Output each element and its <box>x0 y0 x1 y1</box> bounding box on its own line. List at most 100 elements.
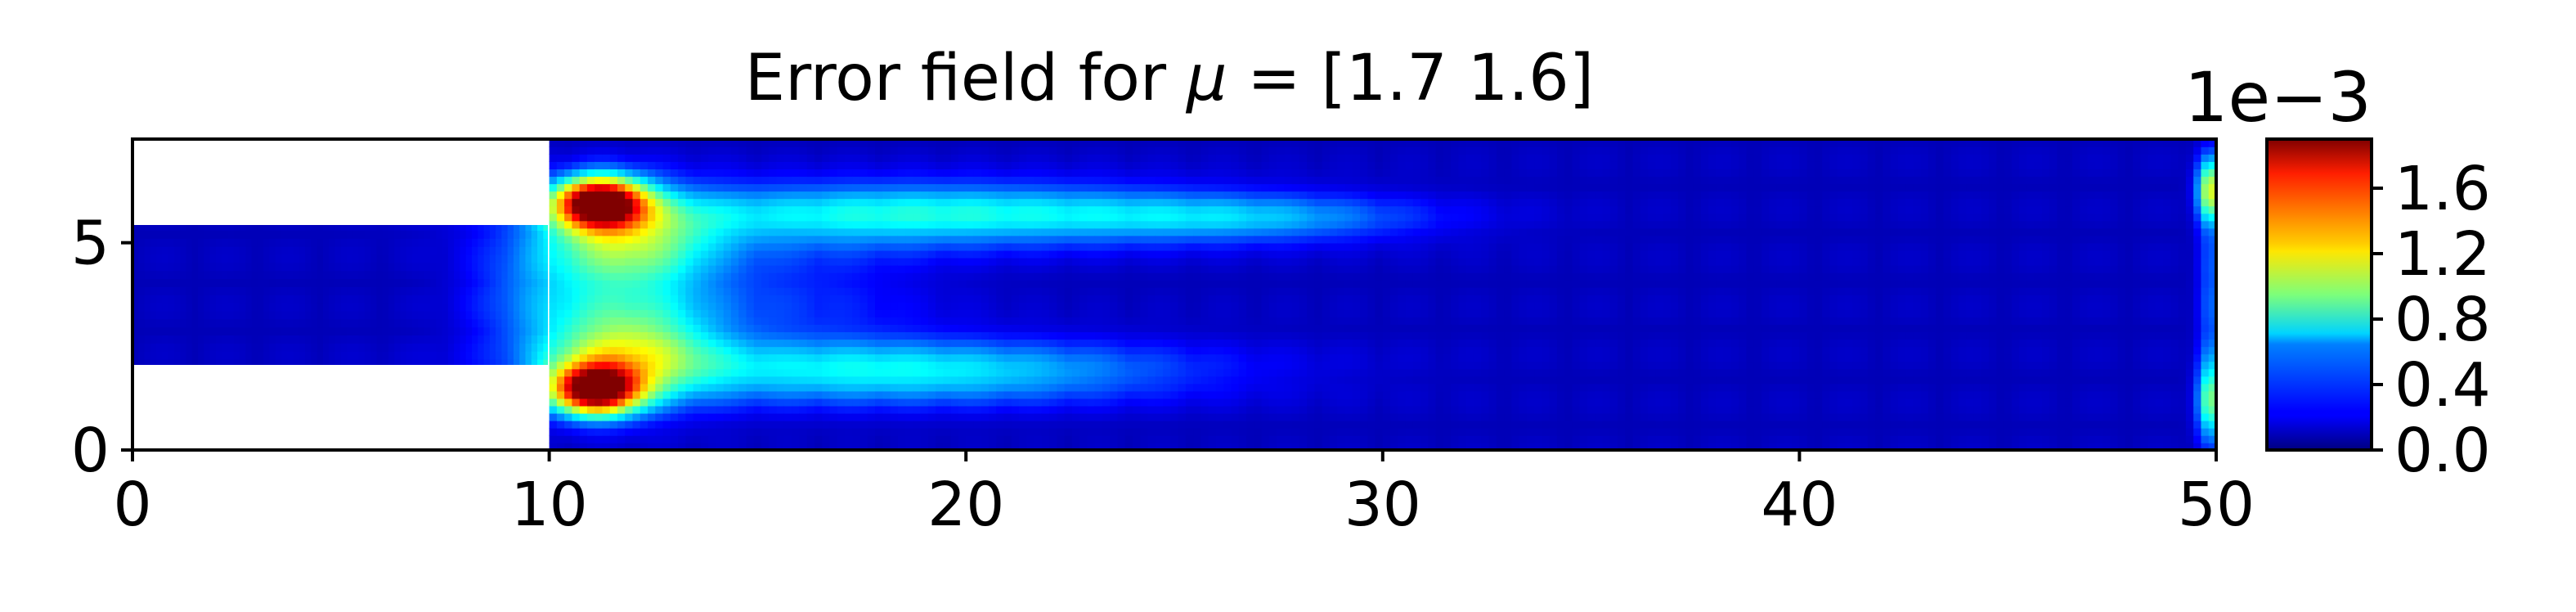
heatmap-cell <box>430 302 438 312</box>
heatmap-cell <box>1026 242 1035 251</box>
heatmap-cell <box>632 183 641 192</box>
heatmap-cell <box>806 390 815 399</box>
heatmap-cell <box>920 412 929 421</box>
heatmap-cell <box>981 295 990 303</box>
heatmap-cell <box>806 317 815 325</box>
heatmap-cell <box>913 302 922 310</box>
heatmap-cell <box>329 270 336 280</box>
heatmap-cell <box>905 264 914 273</box>
heatmap-cell <box>1102 227 1111 236</box>
heatmap-cell <box>609 257 618 266</box>
heatmap-cell <box>708 309 717 317</box>
heatmap-cell <box>1155 361 1164 370</box>
heatmap-cell <box>617 220 626 229</box>
heatmap-cell <box>1071 272 1080 281</box>
heatmap-cell <box>198 318 205 328</box>
heatmap-cell <box>1208 176 1217 185</box>
heatmap-cell <box>162 358 169 365</box>
heatmap-cell <box>460 358 467 365</box>
heatmap-cell <box>1215 412 1225 421</box>
heatmap-cell <box>1094 161 1103 169</box>
heatmap-cell <box>1094 213 1103 222</box>
heatmap-cell <box>1200 324 1209 333</box>
heatmap-cell <box>920 250 929 259</box>
heatmap-cell <box>1087 176 1096 185</box>
heatmap-cell <box>1140 286 1149 295</box>
heatmap-cell <box>215 358 222 365</box>
heatmap-cell <box>738 154 747 162</box>
heatmap-cell <box>678 183 687 192</box>
heatmap-cell <box>625 442 634 450</box>
heatmap-cell <box>1087 264 1096 273</box>
heatmap-cell <box>738 434 747 443</box>
heatmap-cell <box>996 427 1005 436</box>
heatmap-cell <box>867 154 876 162</box>
heatmap-cell <box>913 220 922 229</box>
heatmap-cell <box>1079 442 1088 450</box>
heatmap-cell <box>370 343 378 352</box>
heatmap-cell <box>173 326 182 336</box>
heatmap-cell <box>1147 324 1156 333</box>
heatmap-cell <box>769 272 778 281</box>
heatmap-cell <box>723 434 732 443</box>
heatmap-cell <box>837 368 846 377</box>
heatmap-cell <box>1193 309 1202 317</box>
heatmap-cell <box>537 278 545 287</box>
heatmap-cell <box>564 154 573 162</box>
heatmap-cell <box>1147 353 1156 362</box>
heatmap-cell <box>670 139 679 147</box>
heatmap-cell <box>168 270 175 280</box>
heatmap-cell <box>1124 302 1133 310</box>
heatmap-cell <box>460 318 467 328</box>
heatmap-cell <box>753 442 762 450</box>
heatmap-cell <box>347 350 354 360</box>
heatmap-cell <box>776 383 785 392</box>
heatmap-cell <box>1140 434 1149 443</box>
heatmap-cell <box>890 427 899 436</box>
heatmap-cell <box>814 250 823 259</box>
heatmap-cell <box>204 335 211 344</box>
heatmap-cell <box>447 335 455 344</box>
heatmap-cell <box>1133 339 1142 348</box>
heatmap-cell <box>358 270 366 280</box>
heatmap-cell <box>162 270 169 280</box>
heatmap-cell <box>1003 286 1012 295</box>
heatmap-cell <box>913 198 922 207</box>
heatmap-cell <box>150 302 157 312</box>
heatmap-cell <box>678 309 687 317</box>
heatmap-cell <box>489 262 496 272</box>
heatmap-cell <box>723 353 732 362</box>
heatmap-cell <box>927 295 936 303</box>
heatmap-cell <box>678 368 687 377</box>
heatmap-cell <box>662 264 671 273</box>
heatmap-cell <box>799 420 808 429</box>
heatmap-cell <box>1178 161 1187 169</box>
heatmap-cell <box>966 376 975 385</box>
heatmap-cell <box>738 242 747 251</box>
heatmap-cell <box>936 405 945 414</box>
heatmap-cell <box>799 434 808 443</box>
heatmap-cell <box>513 350 520 360</box>
heatmap-cell <box>746 169 755 178</box>
heatmap-cell <box>460 278 467 287</box>
heatmap-cell <box>1208 346 1217 355</box>
heatmap-cell <box>859 198 868 207</box>
heatmap-cell <box>1147 264 1156 273</box>
heatmap-cell <box>799 442 808 450</box>
heatmap-cell <box>507 343 514 352</box>
heatmap-cell <box>263 326 271 336</box>
heatmap-cell <box>905 213 914 222</box>
heatmap-cell <box>632 442 641 450</box>
heatmap-cell <box>708 183 717 192</box>
heatmap-cell <box>269 254 276 263</box>
heatmap-cell <box>1094 264 1103 273</box>
heatmap-cell <box>685 302 694 310</box>
heatmap-cell <box>609 250 618 259</box>
heatmap-cell <box>730 250 740 259</box>
heatmap-cell <box>1110 250 1119 259</box>
heatmap-cell <box>776 264 785 273</box>
heatmap-cell <box>478 295 485 304</box>
heatmap-cell <box>1003 339 1012 348</box>
heatmap-cell <box>875 390 884 399</box>
heatmap-cell <box>989 146 998 155</box>
